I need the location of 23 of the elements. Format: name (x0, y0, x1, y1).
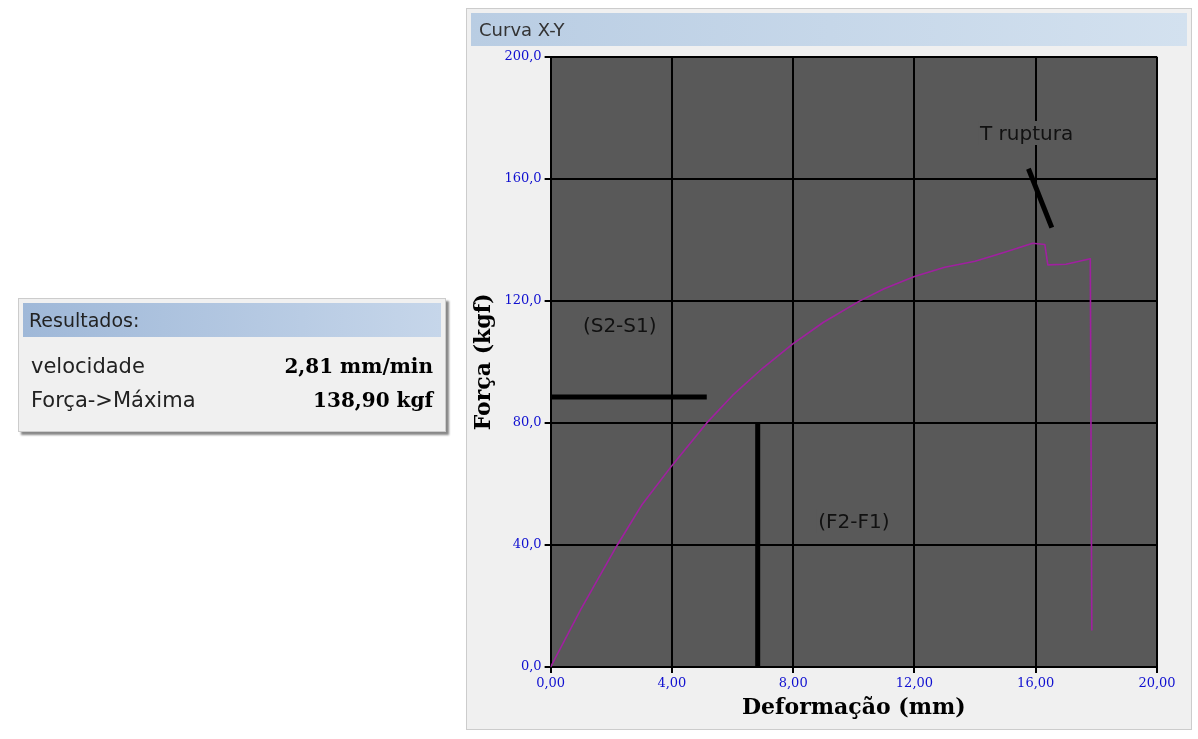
x-tick-label: 16,00 (1017, 675, 1055, 691)
x-axis-title: Deformação (mm) (741, 692, 966, 719)
chart-title: Curva X-Y (471, 13, 1187, 46)
x-tick-label: 8,00 (778, 675, 808, 691)
text: velocidade (31, 353, 145, 380)
x-tick-label: 12,00 (895, 675, 934, 691)
x-tick-label: 0,00 (536, 675, 566, 691)
x-tick-label: 4,00 (657, 675, 687, 691)
y-tick-label: 80,0 (512, 414, 542, 430)
text: Resultados: (23, 303, 441, 337)
x-tick-label: 20,00 (1138, 675, 1176, 691)
y-tick-label: 120,0 (504, 292, 542, 308)
annotation: (S2-S1) (580, 313, 659, 338)
y-tick-label: 200,0 (504, 48, 542, 64)
text: 138,90 kgf (313, 387, 433, 414)
annotation: T ruptura (978, 121, 1076, 146)
y-tick-label: 0,0 (520, 658, 542, 674)
y-axis-title: Força (kgf) (468, 293, 495, 431)
y-tick-label: 160,0 (504, 170, 542, 186)
text: 2,81 mm/min (284, 353, 433, 380)
annotation: (F2-F1) (816, 508, 892, 533)
text: Força->Máxima (31, 387, 196, 414)
y-tick-label: 40,0 (512, 536, 542, 552)
